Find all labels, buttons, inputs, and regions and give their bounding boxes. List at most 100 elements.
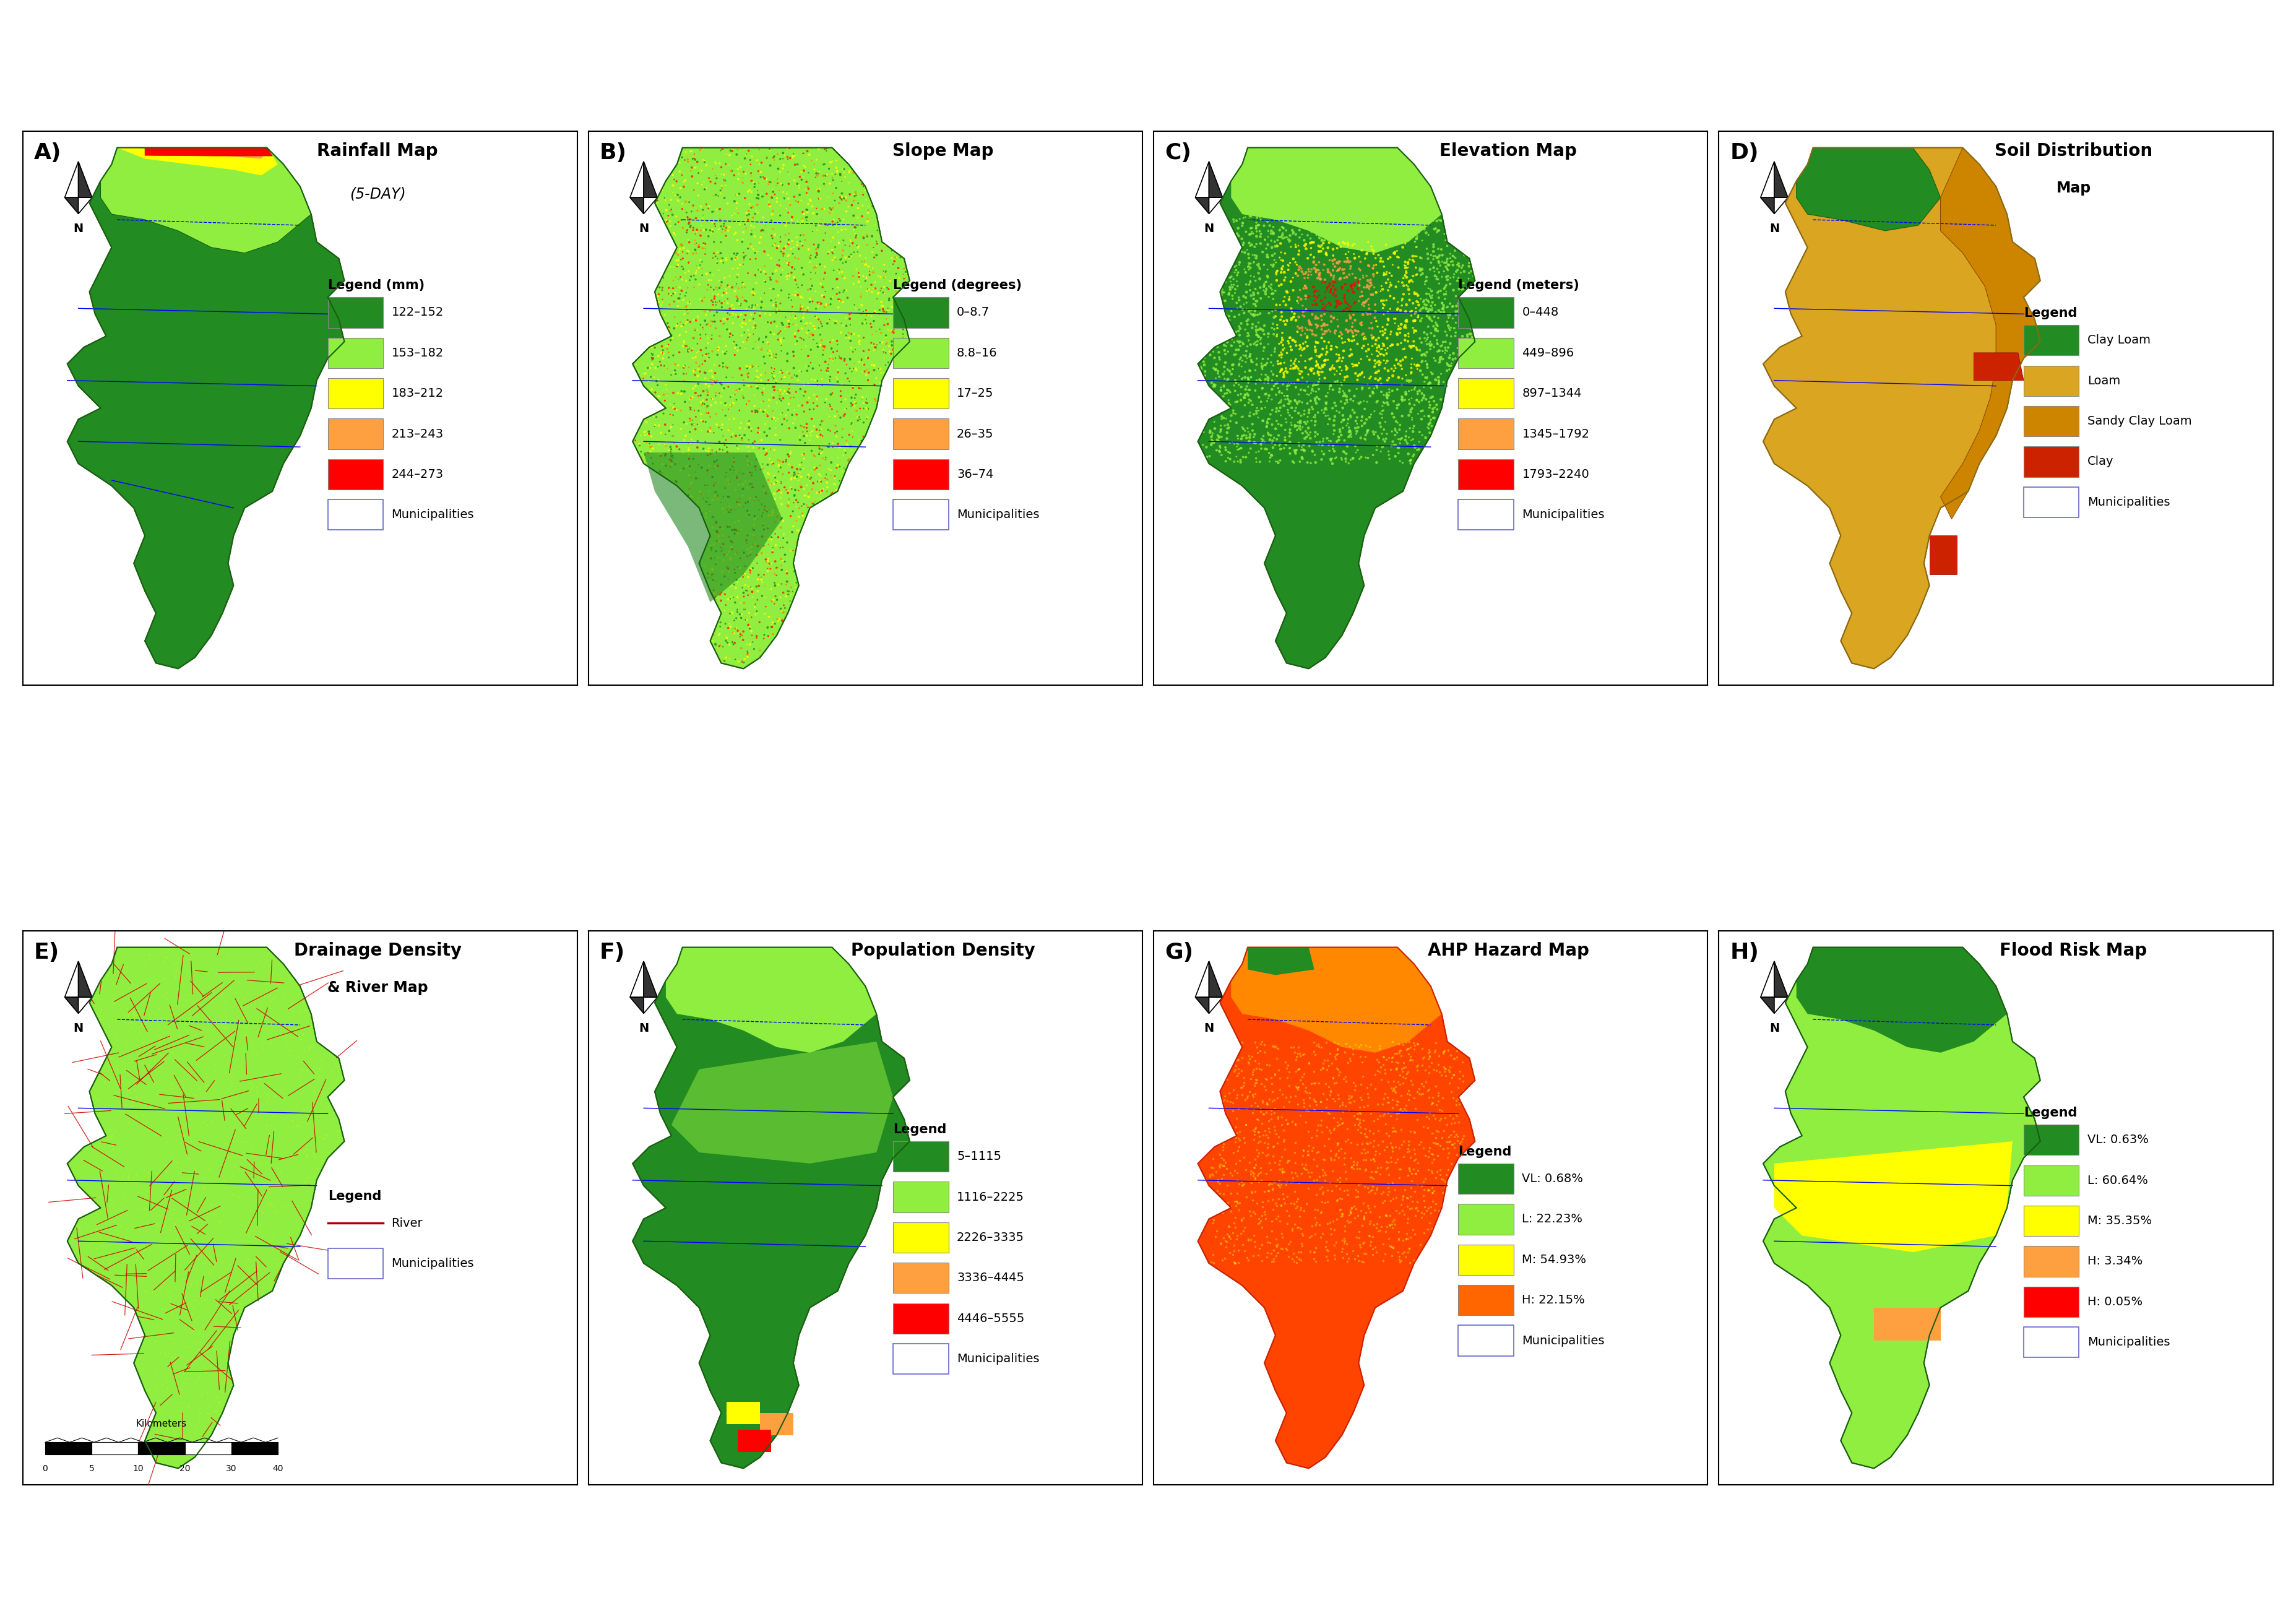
Point xyxy=(760,386,797,412)
Point xyxy=(719,200,755,226)
Point xyxy=(670,229,707,255)
Point xyxy=(1341,268,1378,294)
Point xyxy=(627,419,664,444)
Point xyxy=(758,422,794,448)
Point xyxy=(1325,260,1362,286)
Point xyxy=(1371,1070,1407,1096)
Point xyxy=(1419,1092,1456,1118)
Point xyxy=(762,338,799,364)
Point xyxy=(875,317,912,343)
Point xyxy=(1205,280,1242,305)
Point xyxy=(1263,1172,1300,1197)
Point xyxy=(801,462,838,488)
Point xyxy=(712,545,748,570)
Point xyxy=(666,236,703,262)
Point xyxy=(1389,307,1426,333)
Point xyxy=(1389,208,1426,234)
Point xyxy=(1256,339,1293,365)
Point xyxy=(255,1193,292,1218)
Point xyxy=(1391,268,1428,294)
Point xyxy=(788,247,824,273)
Point xyxy=(703,465,739,491)
Point xyxy=(250,1264,287,1290)
Point xyxy=(1375,1088,1412,1113)
Point xyxy=(1339,213,1375,239)
Point xyxy=(698,538,735,564)
Point xyxy=(810,314,847,339)
Point xyxy=(783,231,820,257)
Text: (5-DAY): (5-DAY) xyxy=(349,186,406,202)
Point xyxy=(1274,1239,1311,1265)
Point xyxy=(810,482,847,507)
Point xyxy=(882,326,918,352)
Point xyxy=(1339,409,1375,435)
Point xyxy=(728,475,765,501)
Point xyxy=(1343,280,1380,305)
Point xyxy=(1286,1138,1322,1164)
Point xyxy=(149,1340,186,1366)
Point xyxy=(730,385,767,410)
Point xyxy=(1318,1042,1355,1068)
Point xyxy=(1433,351,1469,377)
Point xyxy=(1208,420,1244,446)
Text: 40: 40 xyxy=(273,1464,282,1474)
Point xyxy=(1272,1084,1309,1110)
Point xyxy=(1205,1138,1242,1164)
Text: 8.8–16: 8.8–16 xyxy=(957,347,996,359)
Point xyxy=(1261,380,1297,406)
Point xyxy=(1258,249,1295,275)
Point xyxy=(1316,1117,1352,1143)
Point xyxy=(285,1215,321,1241)
Point xyxy=(723,288,760,314)
Point xyxy=(1242,255,1279,281)
Point xyxy=(714,168,751,194)
Point xyxy=(1290,1139,1327,1165)
Point xyxy=(1228,218,1265,244)
Point xyxy=(1304,312,1341,338)
Point xyxy=(654,396,691,422)
Point xyxy=(698,250,735,276)
Point xyxy=(1357,1176,1394,1202)
Point xyxy=(170,1291,207,1317)
Point xyxy=(234,1037,271,1063)
Point xyxy=(801,467,838,493)
Point xyxy=(1401,1031,1437,1057)
Point xyxy=(698,249,735,275)
Point xyxy=(1240,323,1277,349)
Point xyxy=(1304,1050,1341,1076)
Point xyxy=(1387,212,1424,238)
Point xyxy=(287,1138,324,1164)
Point xyxy=(744,335,781,360)
Point xyxy=(1391,1183,1428,1209)
Point xyxy=(1426,1173,1463,1199)
Point xyxy=(645,351,682,377)
Point xyxy=(735,370,771,396)
Point xyxy=(1297,204,1334,229)
Point xyxy=(707,304,744,330)
Point xyxy=(886,315,923,341)
Point xyxy=(716,263,753,289)
Point xyxy=(735,633,771,659)
Point xyxy=(820,388,856,414)
Point xyxy=(1389,273,1426,299)
Point xyxy=(1263,307,1300,333)
Point xyxy=(1362,333,1398,359)
Point xyxy=(785,383,822,409)
Point xyxy=(776,339,813,365)
Point xyxy=(211,1201,248,1227)
Point xyxy=(234,1071,271,1097)
Point xyxy=(1371,1172,1407,1197)
Point xyxy=(691,223,728,249)
Point xyxy=(1233,1159,1270,1185)
Polygon shape xyxy=(634,147,909,669)
Point xyxy=(211,1104,248,1130)
Point xyxy=(670,242,707,268)
Point xyxy=(719,284,755,310)
Point xyxy=(742,446,778,472)
Point xyxy=(1256,1033,1293,1058)
Point xyxy=(1394,360,1430,386)
Point xyxy=(1249,242,1286,268)
Point xyxy=(1357,365,1394,391)
Point xyxy=(1339,1131,1375,1157)
Point xyxy=(1424,1062,1460,1088)
